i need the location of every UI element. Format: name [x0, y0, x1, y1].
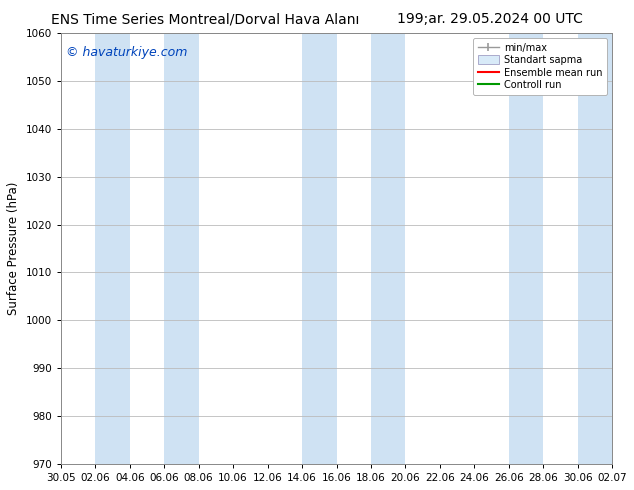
- Y-axis label: Surface Pressure (hPa): Surface Pressure (hPa): [7, 182, 20, 315]
- Text: ENS Time Series Montreal/Dorval Hava Alanı: ENS Time Series Montreal/Dorval Hava Ala…: [51, 12, 359, 26]
- Bar: [578, 33, 612, 464]
- Legend: min/max, Standart sapma, Ensemble mean run, Controll run: min/max, Standart sapma, Ensemble mean r…: [473, 38, 607, 95]
- Text: 199;ar. 29.05.2024 00 UTC: 199;ar. 29.05.2024 00 UTC: [398, 12, 583, 26]
- Bar: [371, 33, 406, 464]
- Bar: [95, 33, 130, 464]
- Bar: [509, 33, 543, 464]
- Bar: [164, 33, 198, 464]
- Text: © havaturkiye.com: © havaturkiye.com: [67, 46, 188, 59]
- Bar: [302, 33, 337, 464]
